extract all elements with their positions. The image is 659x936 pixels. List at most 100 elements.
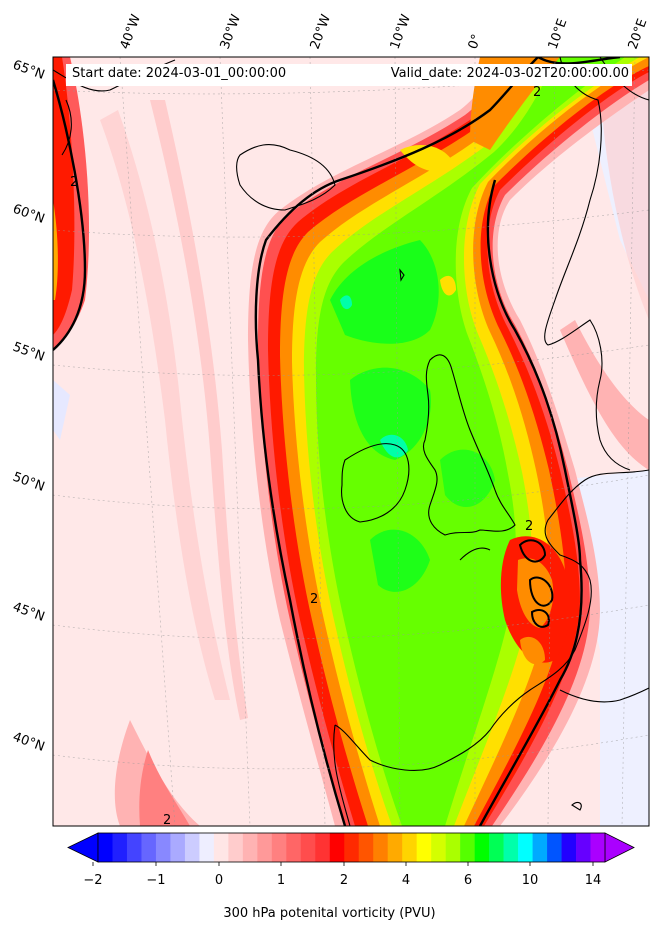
- colorbar-swatch: [518, 833, 533, 862]
- colorbar-swatch: [402, 833, 417, 862]
- colorbar-swatch: [416, 833, 432, 862]
- iberia-coast: [333, 724, 351, 826]
- west-edge-band-core: [53, 57, 75, 335]
- colorbar-swatch: [141, 833, 157, 862]
- colorbar-swatch: [547, 833, 562, 862]
- start-date-label: Start date: 2024-03-01_00:00:00: [72, 66, 287, 81]
- colorbar-tick-label: 10: [522, 873, 539, 888]
- pv-2-contour-closed: [528, 576, 554, 607]
- pv-max-patch: [380, 434, 408, 458]
- pv-streak: [100, 110, 230, 700]
- pv-blob: [139, 750, 190, 826]
- colorbar-swatch: [590, 833, 606, 862]
- pv-2-contour-east: [478, 179, 583, 826]
- colorbar-swatch: [126, 833, 142, 862]
- coastlines: [53, 57, 649, 826]
- pv-streak: [560, 320, 649, 470]
- longitude-label: 30°W: [218, 12, 244, 51]
- colorbar-swatch: [532, 833, 548, 862]
- pv-max-patch: [370, 529, 430, 592]
- colorbar-swatch: [213, 833, 229, 862]
- colorbar-swatch: [358, 833, 374, 862]
- colorbar: [67, 832, 635, 863]
- pv-max-patch: [340, 295, 352, 310]
- colorbar-tick-label: 0: [215, 873, 223, 888]
- pv-2-contour-edge: [53, 79, 87, 351]
- colorbar-extend-max: [604, 832, 635, 863]
- longitude-label: 20°W: [308, 12, 334, 51]
- colorbar-swatch: [315, 833, 331, 862]
- pv-2-contour-closed: [518, 539, 547, 563]
- colorbar-tick-label: 14: [585, 873, 602, 888]
- info-banner: [66, 64, 632, 86]
- colorbar-swatch: [489, 833, 504, 862]
- colorbar-swatch: [431, 833, 446, 862]
- island-coast: [571, 801, 582, 811]
- longitude-label: 40°W: [118, 12, 144, 51]
- colorbar-frame: [97, 832, 606, 863]
- colorbar-extend-min: [67, 832, 99, 863]
- colorbar-swatch: [474, 833, 490, 862]
- contour-label-2: 2: [70, 175, 78, 190]
- colorbar-swatch: [300, 833, 316, 862]
- colorbar-swatch: [373, 833, 389, 862]
- pv-streak: [600, 60, 649, 320]
- channel-coast: [459, 547, 491, 561]
- pv-blob-se: [520, 636, 545, 665]
- colorbar-swatch: [387, 833, 403, 862]
- latitude-label: 40°N: [11, 730, 47, 755]
- colorbar-swatch: [98, 833, 113, 862]
- pv-max-patch: [330, 240, 439, 344]
- colorbar-swatch: [184, 833, 200, 862]
- contour-label-5: 2: [163, 813, 171, 828]
- valid-date-label: Valid_date: 2024-03-02T20:00:00.00: [390, 66, 629, 81]
- colorbar-swatch: [460, 833, 475, 862]
- colorbar-tick-label: −1: [146, 873, 165, 888]
- colorbar-tick-label: −2: [83, 873, 102, 888]
- colorbar-swatch: [228, 833, 244, 862]
- colorbar-swatch: [271, 833, 287, 862]
- colorbar-swatch: [329, 833, 345, 862]
- longitude-label: 10°E: [546, 17, 571, 52]
- pv-max-patch: [440, 449, 495, 507]
- colorbar-swatch: [561, 833, 577, 862]
- longitude-label: 20°E: [626, 17, 651, 52]
- colorbar-swatch: [286, 833, 302, 862]
- latitude-label: 65°N: [11, 58, 47, 83]
- greenland-coast: [61, 99, 72, 156]
- faroe-coast: [399, 268, 405, 282]
- contour-label-4: 2: [525, 519, 533, 534]
- colorbar-swatch: [257, 833, 273, 862]
- low-pv-patch: [53, 380, 70, 440]
- pv-streak: [150, 100, 248, 720]
- great-britain-coast: [422, 354, 516, 536]
- pv-2-contour-north: [537, 57, 621, 65]
- ireland-coast: [341, 443, 410, 523]
- longitude-labels: 40°W 30°W 20°W 10°W 0° 10°E 20°E: [118, 12, 651, 51]
- longitude-label: 0°: [466, 32, 485, 51]
- pv-max-patch: [350, 367, 431, 460]
- latitude-label: 50°N: [11, 470, 47, 495]
- west-edge-band-core: [53, 200, 58, 300]
- colorbar-ticks: −2 −1 0 1 2 4 6 10 14: [83, 862, 601, 888]
- pv-intrusion: [440, 275, 456, 296]
- colorbar-swatch: [155, 833, 171, 862]
- scandinavia-coast: [544, 57, 631, 471]
- colorbar-swatch: [344, 833, 360, 862]
- colorbar-tick-label: 1: [277, 873, 285, 888]
- contour-label-1: 2: [533, 85, 541, 100]
- latitude-label: 55°N: [11, 340, 47, 365]
- colorbar-swatch: [445, 833, 461, 862]
- longitude-label: 10°W: [388, 12, 414, 51]
- latitude-labels: 65°N 60°N 55°N 50°N 45°N 40°N: [11, 58, 47, 755]
- mediterranean-coast: [559, 687, 649, 703]
- colorbar-swatch: [242, 833, 258, 862]
- continent-coast: [334, 469, 649, 771]
- colorbar-tick-label: 4: [402, 873, 410, 888]
- colorbar-swatch: [576, 833, 591, 862]
- colorbar-swatch: [199, 833, 215, 862]
- latitude-label: 60°N: [11, 202, 47, 227]
- colorbar-title: 300 hPa potenital vorticity (PVU): [223, 906, 436, 921]
- colorbar-swatch: [170, 833, 186, 862]
